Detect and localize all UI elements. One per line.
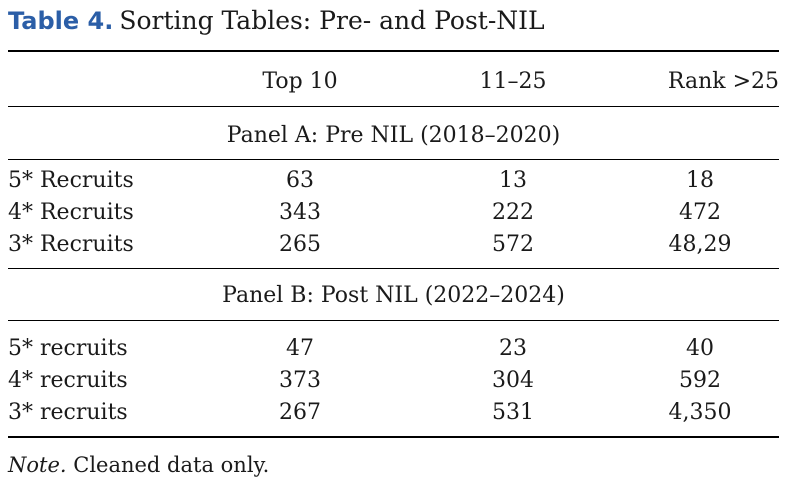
row-label: 3* recruits — [8, 400, 128, 425]
row-label: 4* Recruits — [8, 200, 134, 225]
table-number: Table 4. — [8, 7, 114, 35]
cell-11-25: 222 — [492, 200, 534, 225]
cell-rank-over-25: 4,350 — [668, 400, 732, 425]
cell-top-10: 47 — [286, 336, 314, 361]
cell-rank-over-25: 472 — [679, 200, 721, 225]
table-caption: Table 4. Sorting Tables: Pre- and Post-NI… — [8, 4, 545, 38]
cell-11-25: 13 — [499, 168, 527, 193]
panel-b-rule — [8, 320, 779, 321]
note-label: Note. — [8, 453, 67, 477]
cell-11-25: 572 — [492, 232, 534, 257]
top-rule — [8, 50, 779, 52]
panel-a-title: Panel A: Pre NIL (2018–2020) — [226, 123, 561, 148]
cell-rank-over-25: 18 — [686, 168, 714, 193]
cell-rank-over-25: 592 — [679, 368, 721, 393]
row-label: 3* Recruits — [8, 232, 134, 257]
row-label: 5* recruits — [8, 336, 128, 361]
cell-11-25: 23 — [499, 336, 527, 361]
panel-b-title: Panel B: Post NIL (2022–2024) — [222, 283, 565, 308]
table-note: Note. Cleaned data only. — [8, 450, 269, 480]
cell-11-25: 304 — [492, 368, 534, 393]
cell-rank-over-25: 40 — [686, 336, 714, 361]
column-header-11-25: 11–25 — [479, 69, 547, 94]
cell-top-10: 373 — [279, 368, 321, 393]
column-header-rank-over-25: Rank >25 — [667, 69, 779, 94]
cell-11-25: 531 — [492, 400, 534, 425]
cell-top-10: 265 — [279, 232, 321, 257]
cell-top-10: 343 — [279, 200, 321, 225]
note-text: Cleaned data only. — [73, 453, 270, 477]
cell-top-10: 267 — [279, 400, 321, 425]
row-label: 4* recruits — [8, 368, 128, 393]
header-rule — [8, 106, 779, 107]
panel-a-rule — [8, 159, 779, 160]
bottom-rule — [8, 436, 779, 438]
cell-rank-over-25: 48,29 — [668, 232, 732, 257]
panel-a-bottom-rule — [8, 268, 779, 269]
cell-top-10: 63 — [286, 168, 314, 193]
row-label: 5* Recruits — [8, 168, 134, 193]
column-header-top-10: Top 10 — [262, 69, 338, 94]
table-title: Sorting Tables: Pre- and Post-NIL — [119, 6, 545, 35]
